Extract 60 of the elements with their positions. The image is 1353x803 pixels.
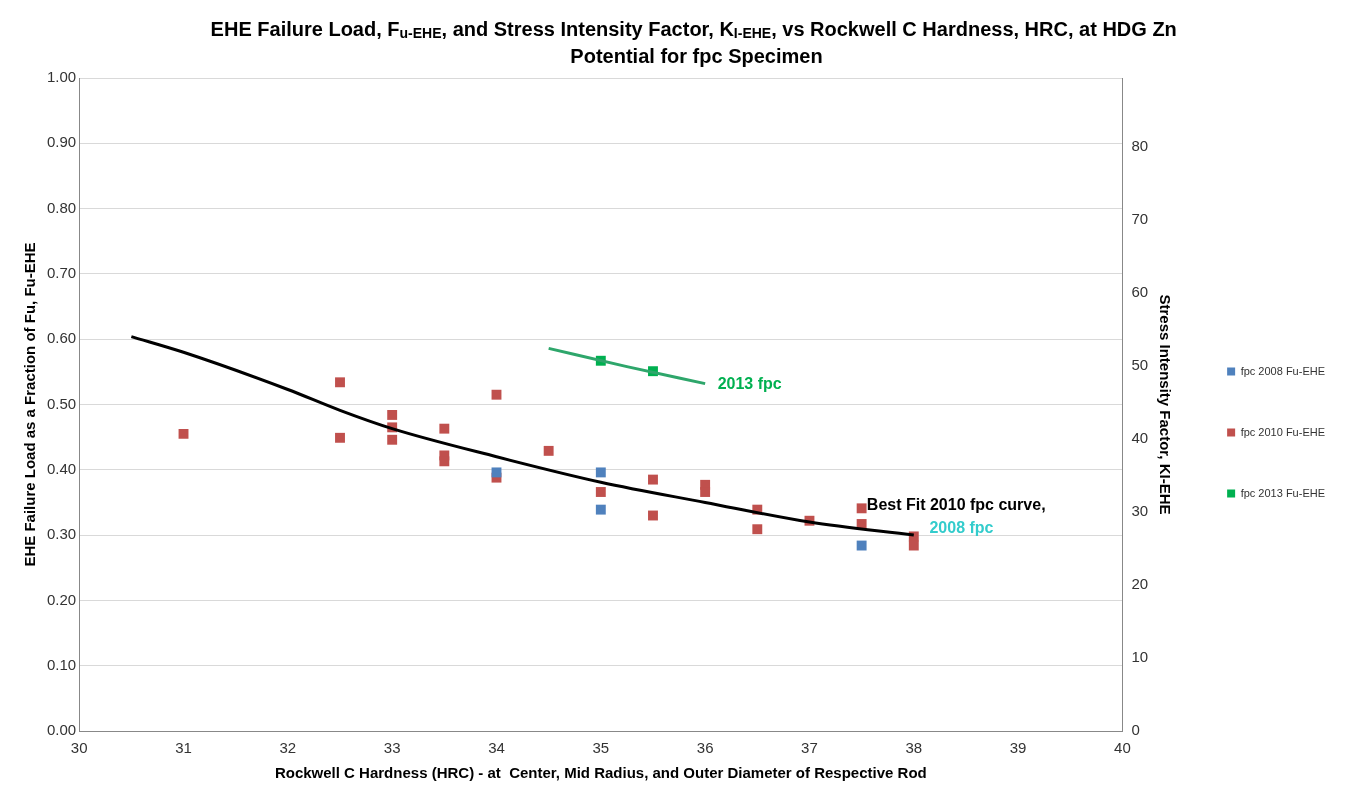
point (595, 487, 606, 497)
point (439, 456, 450, 467)
x-tick-label: 31 (175, 739, 192, 757)
y2-tick-label: 0 (1131, 721, 1140, 739)
point (491, 389, 502, 400)
point (700, 487, 711, 497)
y2-tick-label: 40 (1131, 429, 1149, 447)
y-tick-label: 0.80 (46, 198, 77, 216)
x-tick-label: 34 (488, 739, 505, 757)
point (648, 510, 658, 521)
annotation: 2008 fpc (929, 518, 994, 536)
legend-label: fpc 2013 Fu-EHE (1240, 486, 1325, 499)
x-tick-label: 33 (383, 739, 401, 757)
point (752, 524, 763, 535)
x-axis-title: Rockwell C Hardness (HRC) - at Center, Mid Radius, and Outer Diameter of Respective Rod (274, 764, 927, 782)
point (335, 432, 345, 443)
y-tick-label: 0.90 (46, 133, 77, 151)
x-tick-label: 40 (1114, 739, 1131, 757)
y-tick-label: 0.50 (46, 394, 77, 412)
y2-tick-label: 50 (1131, 356, 1149, 374)
point (387, 434, 398, 445)
y-tick-label: 0.40 (46, 459, 77, 477)
y-tick-label: 0.00 (46, 721, 77, 739)
legend-label: fpc 2010 Fu-EHE (1240, 425, 1325, 438)
point (543, 445, 554, 456)
x-tick-label: 35 (592, 739, 610, 757)
y-axis-title: EHE Failure Load as a Fraction of Fu, Fu-EHE (21, 242, 39, 567)
y2-tick-label: 30 (1131, 502, 1149, 520)
y2-tick-label: 10 (1131, 648, 1149, 666)
x-tick-label: 39 (1009, 739, 1027, 757)
annotation: 2013 fpc (717, 375, 782, 393)
legend-label: fpc 2008 Fu-EHE (1240, 364, 1325, 377)
y-tick-label: 0.30 (46, 525, 77, 543)
x-tick-label: 30 (70, 739, 88, 757)
y2-tick-label: 80 (1131, 137, 1149, 155)
x-tick-label: 37 (801, 739, 818, 757)
y2-axis-title: Stress Intensity Factor, KI-EHE (1156, 294, 1174, 515)
point (178, 428, 189, 439)
point (387, 410, 398, 420)
y-tick-label: 0.10 (46, 655, 77, 673)
point (856, 503, 867, 514)
y2-tick-label: 70 (1131, 210, 1149, 228)
x-tick-label: 38 (905, 739, 923, 757)
y-tick-label: 1.00 (46, 68, 77, 86)
y-tick-label: 0.70 (46, 264, 77, 282)
y2-tick-label: 60 (1131, 283, 1149, 301)
point (491, 467, 502, 478)
point (648, 474, 658, 485)
y2-tick-label: 20 (1131, 575, 1149, 593)
point (595, 504, 606, 515)
x-tick-label: 32 (279, 739, 297, 757)
x-tick-label: 36 (696, 739, 714, 757)
annotation: Best Fit 2010 fpc curve, (866, 496, 1046, 514)
point (856, 540, 867, 551)
point (335, 377, 345, 388)
point (595, 467, 606, 478)
point (908, 540, 919, 551)
y-tick-label: 0.20 (46, 590, 77, 608)
y-tick-label: 0.60 (46, 329, 77, 347)
point (439, 423, 450, 434)
